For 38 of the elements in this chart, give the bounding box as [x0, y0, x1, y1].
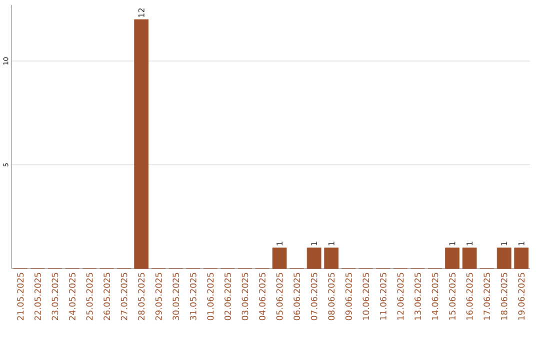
x-tick-label: 04.06.2025 [259, 273, 266, 320]
bar [324, 248, 339, 270]
x-tick-label: 21.05.2025 [17, 273, 24, 320]
bar [272, 248, 287, 270]
x-tick-label: 16.06.2025 [466, 273, 473, 320]
x-tick-label: 25.05.2025 [86, 273, 93, 320]
x-tick-label: 06.06.2025 [294, 273, 300, 320]
x-tick-label: 13.06.2025 [414, 273, 421, 320]
x-tick-label: 12.06.2025 [397, 273, 404, 320]
bar [496, 248, 512, 270]
x-tick-label: 05.06.2025 [276, 273, 283, 320]
x-tick-label: 30.05.2025 [172, 273, 180, 320]
bar [306, 248, 322, 270]
x-tick-label: 31.05.2025 [190, 273, 196, 320]
x-tick-label: 14.06.2025 [432, 273, 438, 320]
x-tick-label: 11.06.2025 [380, 273, 386, 320]
x-tick-label: 29.05.2025 [155, 273, 162, 320]
x-tick-label: 09.06.2025 [345, 273, 352, 320]
x-tick-label: 19.06.2025 [518, 273, 525, 320]
x-tick-label: 24.05.2025 [69, 273, 76, 320]
x-tick-label: 08.06.2025 [328, 273, 335, 320]
x-tick-label: 27.05.2025 [120, 273, 128, 320]
bar [462, 248, 477, 270]
x-tick-label: 28.05.2025 [138, 273, 145, 320]
x-tick-label: 22.05.2025 [34, 273, 41, 320]
x-tick-label: 02.06.2025 [224, 273, 231, 320]
x-tick-label: 10.06.2025 [362, 273, 370, 320]
x-tick-label: 15.06.2025 [449, 273, 456, 320]
bar [514, 248, 529, 270]
bar [134, 20, 149, 270]
bar [445, 248, 460, 270]
x-tick-label: 07.06.2025 [310, 273, 318, 320]
x-tick-label: 03.06.2025 [242, 273, 248, 320]
x-tick-label: 17.06.2025 [484, 273, 490, 320]
x-tick-label: 26.05.2025 [104, 273, 110, 320]
x-tick-label: 23.05.2025 [52, 273, 58, 320]
x-tick-label: 01.06.2025 [207, 273, 214, 320]
x-tick-label: 18.06.2025 [500, 273, 508, 320]
